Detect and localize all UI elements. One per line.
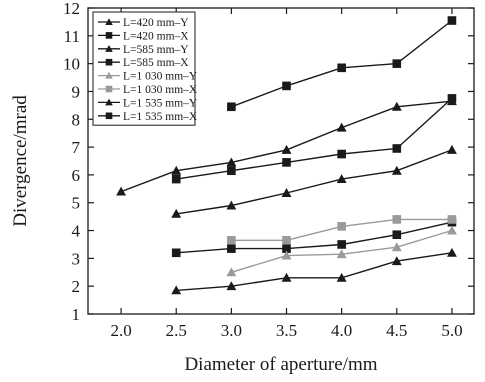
- data-point-s3-5: [391, 165, 402, 175]
- data-point-s7-7: [446, 96, 457, 106]
- data-point-s3-6: [446, 144, 457, 154]
- data-point-s5-4: [391, 242, 402, 252]
- data-point-s8-2: [282, 81, 291, 91]
- data-point-s5-5: [446, 225, 457, 235]
- data-point-s8-1: [227, 102, 236, 112]
- data-point-s7-3: [226, 157, 237, 167]
- y-tick-label: 7: [72, 138, 81, 157]
- data-point-s7-2: [171, 165, 182, 175]
- y-tick-label: 2: [72, 277, 81, 296]
- series-line-4: [176, 97, 453, 180]
- data-point-s4-5: [392, 144, 402, 153]
- y-tick-label: 10: [63, 55, 80, 74]
- series-line-3: [176, 149, 453, 215]
- legend-box: [92, 11, 196, 126]
- data-point-s1-1: [171, 285, 182, 295]
- legend-entry-7: L=1 535 mm–Y: [123, 97, 198, 109]
- data-point-s2-2: [227, 244, 236, 253]
- data-point-s1-5: [391, 256, 402, 266]
- x-tick-label: 4.5: [386, 321, 407, 340]
- legend-marker-8: [105, 112, 113, 120]
- data-point-s3-2: [226, 200, 237, 210]
- series-line-1: [176, 252, 453, 292]
- data-point-s3-4: [336, 174, 347, 184]
- y-tick-label: 8: [72, 110, 81, 129]
- x-tick-label: 3.5: [276, 321, 297, 340]
- data-point-s7-1: [116, 186, 127, 196]
- data-point-s5-3: [336, 249, 347, 259]
- legend-entry-8: L=1 535 mm–X: [123, 111, 198, 123]
- data-point-s6-2: [282, 235, 291, 245]
- data-point-s2-3: [282, 244, 291, 253]
- y-tick-label: 12: [63, 0, 80, 18]
- legend-marker-4: [105, 58, 113, 66]
- x-tick-label: 2.5: [166, 321, 187, 340]
- data-point-s8-5: [447, 16, 457, 25]
- plot-frame: [87, 7, 475, 315]
- legend-entry-1: L=420 mm–Y: [123, 17, 189, 29]
- x-tick-label: 5.0: [441, 321, 462, 340]
- data-point-s6-5: [447, 215, 457, 224]
- legend-entry-4: L=585 mm–X: [123, 57, 189, 69]
- data-point-s5-1: [226, 267, 237, 277]
- data-point-s1-2: [226, 281, 237, 291]
- data-point-s4-3: [282, 158, 291, 167]
- data-point-s1-6: [446, 247, 457, 257]
- legend-entry-5: L=1 030 mm–Y: [123, 71, 198, 83]
- data-point-s8-3: [337, 63, 346, 73]
- data-point-s6-4: [392, 215, 402, 224]
- data-point-s3-1: [171, 208, 182, 218]
- y-axis-title: Divergence/mrad: [10, 95, 31, 227]
- data-point-s6-1: [227, 235, 236, 245]
- data-point-s7-4: [281, 144, 292, 154]
- y-tick-label: 3: [72, 249, 81, 268]
- data-point-s2-1: [171, 248, 181, 258]
- legend-entry-3: L=585 mm–Y: [123, 44, 189, 56]
- y-tick-label: 9: [72, 82, 81, 101]
- legend-entry-6: L=1 030 mm–X: [123, 84, 198, 96]
- data-point-s8-4: [392, 59, 402, 68]
- legend-marker-1: [105, 18, 113, 26]
- y-tick-label: 6: [72, 166, 81, 185]
- legend-marker-6: [105, 85, 113, 93]
- data-point-s4-4: [337, 149, 346, 159]
- y-tick-label: 11: [64, 27, 80, 46]
- data-point-s1-4: [336, 272, 347, 282]
- legend: L=420 mm–YL=420 mm–X L=585 mm–YL=585 mm–X…: [92, 11, 198, 126]
- data-point-s3-3: [281, 188, 292, 197]
- y-tick-label: 5: [72, 194, 81, 213]
- y-tick-label: 1: [72, 305, 81, 324]
- data-point-s2-5: [392, 230, 402, 240]
- x-axis-title: Diameter of aperture/mm: [184, 354, 377, 375]
- data-point-s7-5: [336, 122, 347, 132]
- legend-marker-3: [105, 45, 113, 52]
- data-point-s7-6: [391, 101, 402, 111]
- x-tick-label: 3.0: [221, 321, 242, 340]
- x-tick-label: 2.0: [110, 321, 131, 340]
- legend-marker-7: [105, 98, 113, 106]
- series-line-2: [176, 221, 453, 254]
- data-point-s2-4: [337, 240, 346, 249]
- plot-area: [116, 16, 457, 295]
- x-tick-label: 4.0: [331, 321, 352, 340]
- data-point-s5-2: [281, 250, 292, 260]
- legend-marker-2: [105, 32, 113, 39]
- data-point-s6-3: [337, 222, 346, 231]
- legend-marker-5: [105, 71, 113, 79]
- legend-entry-2: L=420 mm–X: [123, 30, 189, 42]
- data-point-s4-1: [171, 174, 181, 184]
- y-tick-label: 4: [72, 222, 81, 241]
- data-point-s1-3: [281, 272, 292, 282]
- data-point-s4-2: [227, 166, 236, 176]
